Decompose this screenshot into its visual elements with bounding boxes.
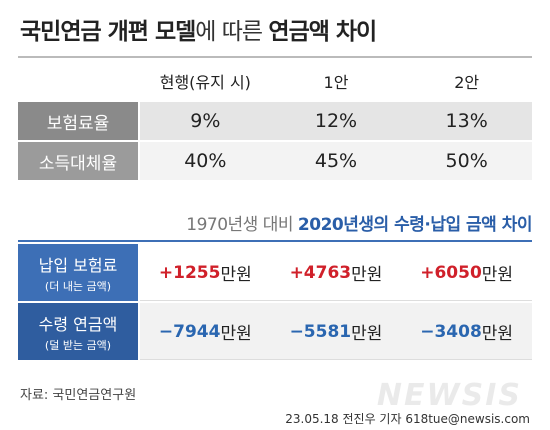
cell-value: −3408 만원 bbox=[401, 303, 532, 360]
credit: 23.05.18 전진우 기자 618tue@newsis.com bbox=[285, 412, 530, 426]
row-label: 수령 연금액 (덜 받는 금액) bbox=[18, 303, 138, 360]
unit: 만원 bbox=[351, 265, 383, 285]
title-part: 국민연금 개편 모델 bbox=[20, 19, 196, 45]
cell-value: +1255 만원 bbox=[140, 244, 271, 301]
amount: +1255 bbox=[158, 262, 221, 283]
row-label-main: 납입 보험료 bbox=[38, 255, 118, 275]
cell-value: +4763 만원 bbox=[271, 244, 402, 301]
amount: +6050 bbox=[420, 262, 482, 283]
source: 자료: 국민연금연구원 bbox=[20, 388, 137, 403]
unit: 만원 bbox=[351, 324, 383, 344]
cell-value: 45% bbox=[314, 150, 358, 172]
column-header: 현행(유지 시) bbox=[159, 73, 251, 92]
title-part: 연금액 차이 bbox=[268, 19, 377, 45]
subtitle-part: 2020년생의 수령·납입 금액 차이 bbox=[297, 215, 533, 235]
cell-value: 9% bbox=[190, 110, 221, 132]
row-label-main: 수령 연금액 bbox=[38, 314, 118, 334]
row-label-sub: (더 내는 금액) bbox=[44, 279, 112, 293]
row-band bbox=[140, 303, 532, 360]
cell-value: +6050 만원 bbox=[401, 244, 532, 301]
cell-value: 13% bbox=[445, 110, 488, 132]
subtitle-part: 1970년생 대비 bbox=[186, 215, 298, 235]
cell-value: 50% bbox=[445, 150, 488, 172]
cell-value: 12% bbox=[314, 110, 358, 132]
divider bbox=[18, 56, 532, 58]
cell-value: 40% bbox=[184, 150, 227, 172]
cell-value: −7944 만원 bbox=[140, 303, 271, 360]
subtitle: 1970년생 대비 2020년생의 수령·납입 금액 차이 bbox=[18, 210, 532, 235]
row-band bbox=[140, 244, 532, 301]
amount: −7944 bbox=[158, 321, 221, 342]
amount: −5581 bbox=[289, 321, 352, 342]
unit: 만원 bbox=[220, 265, 252, 285]
unit: 만원 bbox=[481, 265, 514, 285]
row-label: 납입 보험료 (더 내는 금액) bbox=[18, 244, 138, 301]
row-band bbox=[140, 102, 532, 140]
unit: 만원 bbox=[220, 324, 252, 344]
title: 국민연금 개편 모델에 따른 연금액 차이 bbox=[20, 12, 377, 46]
amount: −3408 bbox=[420, 321, 482, 342]
watermark: NEWSIS bbox=[376, 378, 522, 413]
amount: +4763 bbox=[289, 262, 352, 283]
column-header: 2안 bbox=[454, 73, 480, 92]
column-header: 1안 bbox=[323, 73, 349, 92]
row-label: 소득대체율 bbox=[18, 142, 138, 180]
row-band bbox=[140, 142, 532, 180]
row-label: 보험료율 bbox=[18, 102, 138, 140]
divider bbox=[18, 240, 532, 242]
cell-value: −5581 만원 bbox=[271, 303, 402, 360]
unit: 만원 bbox=[481, 324, 514, 344]
row-label-sub: (덜 받는 금액) bbox=[44, 338, 112, 352]
title-part: 에 따른 bbox=[195, 19, 269, 45]
